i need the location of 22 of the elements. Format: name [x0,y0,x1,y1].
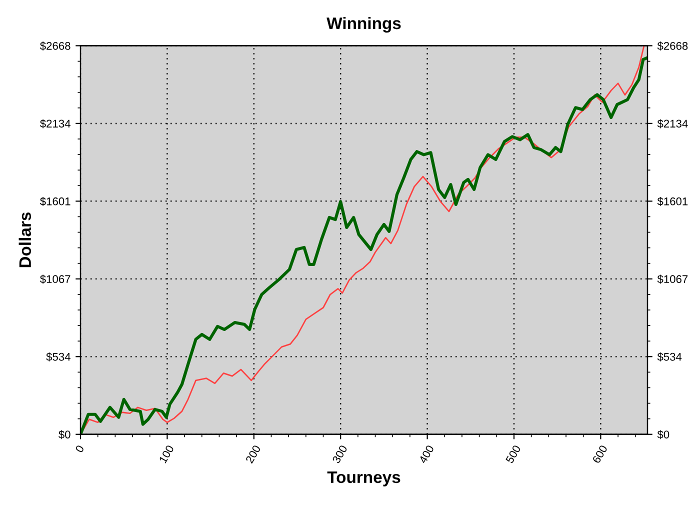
x-tick-label: 400 [418,444,434,464]
chart-title: Winnings [326,16,401,33]
y-tick-label: $2668 [40,42,70,51]
x-tick-label: 0 [74,444,84,454]
x-tick-label: 600 [592,444,608,464]
y-tick-label: $2134 [40,119,70,128]
y-tick-label: $534 [46,352,70,362]
x-tick-label: 300 [332,444,348,464]
y2-tick-label: $1067 [657,274,688,284]
y-tick-label: $1067 [40,274,70,284]
y-tick-label: $1601 [40,196,70,206]
y2-tick-label: $2134 [657,119,688,128]
x-tick-label: 100 [158,444,174,464]
x-tick-label: 200 [245,444,261,464]
y2-tick-label: $534 [657,352,682,362]
y-axis-title: Dollars [18,212,32,268]
y-tick-label: $0 [58,430,70,440]
x-axis-title: Tourneys [327,471,400,486]
y2-tick-label: $0 [657,430,670,440]
y2-tick-label: $2668 [657,42,688,51]
x-tick-label: 500 [505,444,521,464]
y2-tick-label: $1601 [657,196,688,206]
